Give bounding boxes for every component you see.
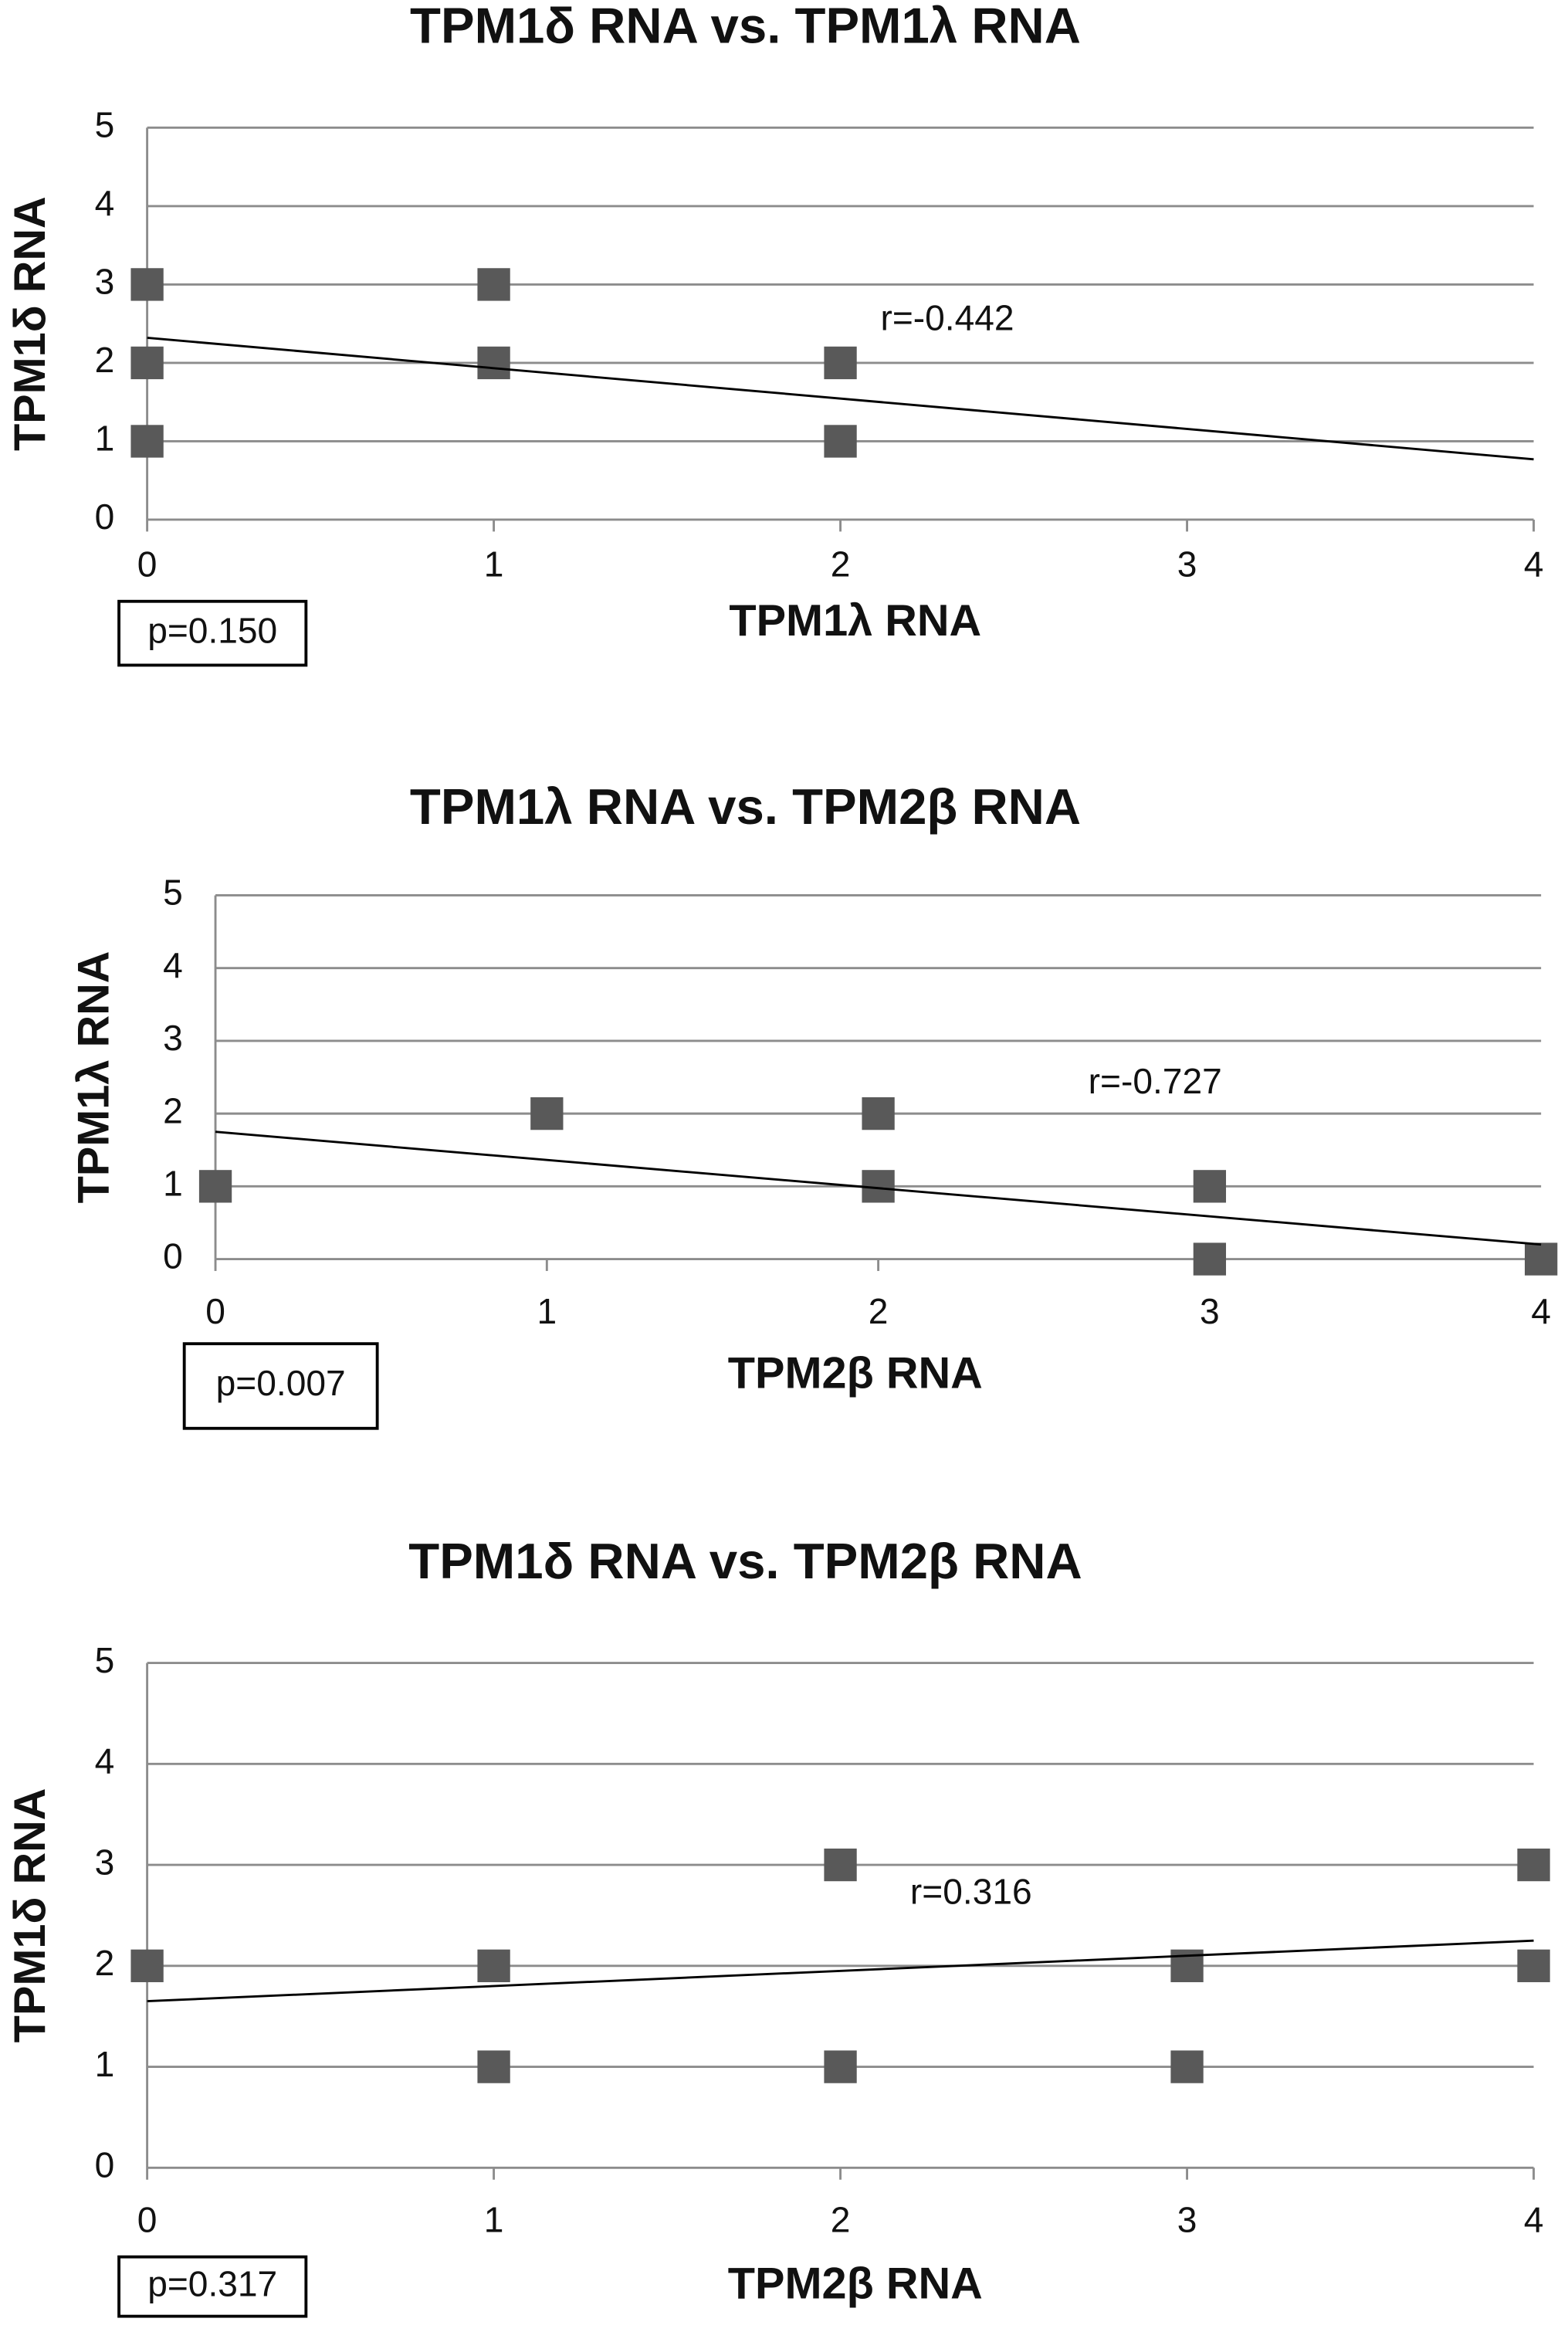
y-tick-label: 1 <box>95 419 115 459</box>
y-axis-label: TPM1λ RNA <box>69 951 118 1204</box>
y-tick-label: 4 <box>95 183 115 223</box>
y-tick-label: 4 <box>163 945 183 985</box>
y-tick-label: 1 <box>163 1164 183 1204</box>
x-tick-label: 1 <box>537 1291 557 1331</box>
x-tick-label: 4 <box>1524 544 1544 585</box>
chart-title: TPM1δ RNA vs. TPM1λ RNA <box>410 0 1081 54</box>
y-tick-label: 3 <box>95 262 115 302</box>
y-tick-label: 4 <box>95 1741 115 1781</box>
x-tick-label: 2 <box>831 2200 851 2240</box>
y-tick-label: 2 <box>95 1943 115 1983</box>
x-tick-label: 2 <box>869 1291 889 1331</box>
p-annotation: p=0.317 <box>147 2263 277 2303</box>
p-box <box>117 599 308 667</box>
point <box>130 268 164 301</box>
r-annotation: r=0.316 <box>910 1872 1032 1912</box>
p-annotation: p=0.007 <box>216 1363 346 1403</box>
point <box>824 425 857 458</box>
point <box>824 346 857 380</box>
y-tick-label: 3 <box>163 1018 183 1058</box>
y-tick-label: 1 <box>95 2044 115 2084</box>
point <box>530 1097 564 1130</box>
point <box>1524 1242 1558 1276</box>
x-tick-label: 4 <box>1524 2200 1544 2240</box>
p-annotation: p=0.150 <box>147 610 277 650</box>
x-tick-label: 3 <box>1177 2200 1197 2240</box>
x-tick-label: 3 <box>1177 544 1197 585</box>
y-tick-label: 0 <box>95 497 115 537</box>
point <box>1193 1242 1227 1276</box>
p-box <box>182 1342 379 1430</box>
point <box>1517 1848 1550 1882</box>
point <box>477 346 510 380</box>
point <box>1193 1170 1227 1203</box>
point <box>477 1949 510 1982</box>
x-axis-label: TPM2β RNA <box>728 1349 983 1398</box>
trendline <box>147 1939 1534 2003</box>
y-tick-label: 2 <box>95 340 115 380</box>
trendline <box>147 337 1534 461</box>
chart-title: TPM1δ RNA vs. TPM2β RNA <box>408 1533 1082 1589</box>
y-tick-label: 0 <box>95 2145 115 2185</box>
x-tick-label: 1 <box>484 2200 504 2240</box>
point <box>130 425 164 458</box>
point <box>1517 1949 1550 1982</box>
x-tick-label: 0 <box>137 2200 157 2240</box>
y-tick-label: 2 <box>163 1090 183 1130</box>
x-tick-label: 4 <box>1531 1291 1551 1331</box>
point <box>130 346 164 380</box>
y-tick-label: 5 <box>95 1640 115 1680</box>
y-axis-label: TPM1δ RNA <box>5 196 55 451</box>
point <box>130 1949 164 1982</box>
x-tick-label: 0 <box>137 544 157 585</box>
point <box>1170 2050 1204 2083</box>
point <box>198 1170 232 1203</box>
point <box>477 2050 510 2083</box>
trendline <box>215 1130 1542 1246</box>
point <box>824 1848 857 1882</box>
point <box>824 2050 857 2083</box>
point <box>862 1097 895 1130</box>
x-axis-label: TPM1λ RNA <box>729 596 981 646</box>
x-tick-label: 3 <box>1200 1291 1220 1331</box>
point <box>477 268 510 301</box>
x-tick-label: 1 <box>484 544 504 585</box>
x-tick-label: 0 <box>205 1291 225 1331</box>
y-axis-label: TPM1δ RNA <box>5 1788 55 2043</box>
p-box <box>117 2255 308 2318</box>
chart-title: TPM1λ RNA vs. TPM2β RNA <box>410 778 1081 835</box>
r-annotation: r=-0.442 <box>880 298 1014 338</box>
y-tick-label: 0 <box>163 1236 183 1276</box>
y-tick-label: 5 <box>95 105 115 145</box>
y-tick-label: 3 <box>95 1842 115 1882</box>
x-axis-label: TPM2β RNA <box>728 2259 983 2308</box>
r-annotation: r=-0.727 <box>1089 1061 1222 1101</box>
y-tick-label: 5 <box>163 873 183 913</box>
x-tick-label: 2 <box>831 544 851 585</box>
